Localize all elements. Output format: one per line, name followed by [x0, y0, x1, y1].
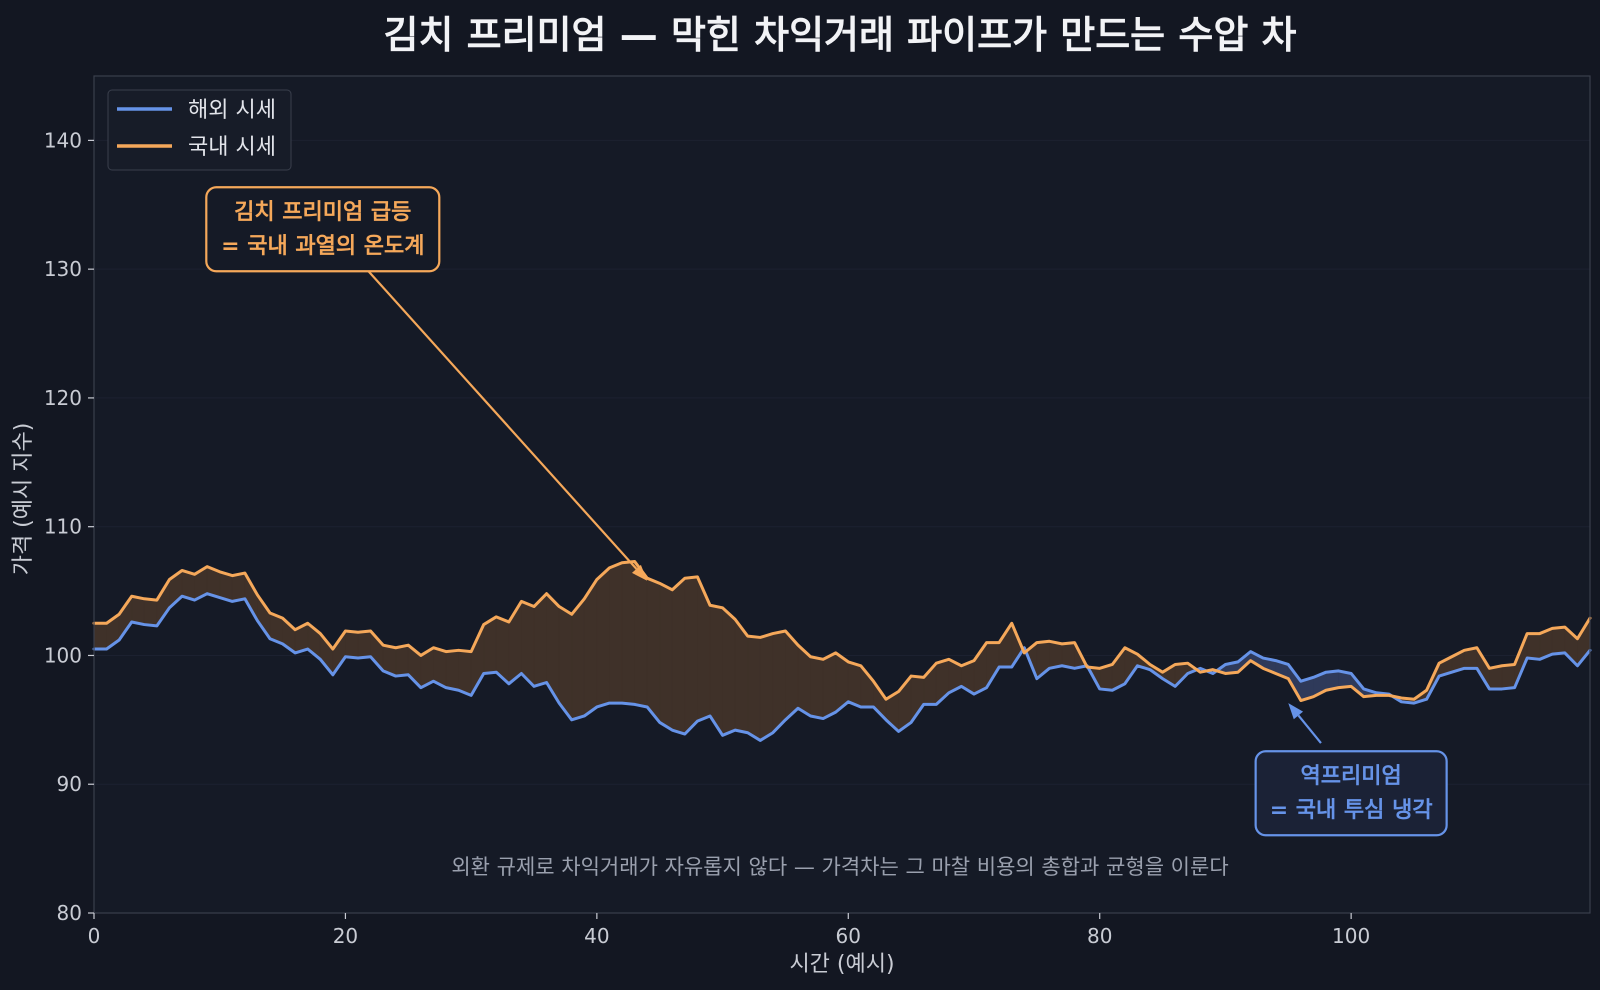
spread-fill: [1551, 626, 1566, 655]
spread-fill: [458, 649, 472, 696]
spread-fill: [231, 572, 246, 602]
annotation-discount-line-2: = 국내 투심 냉각: [1270, 798, 1433, 823]
annotation-discount-arrowhead: [1288, 703, 1304, 720]
spread-fill: [847, 661, 862, 708]
y-tick-label: 100: [44, 643, 82, 667]
annotation-premium-arrow: [363, 265, 638, 570]
y-tick-label: 130: [44, 257, 82, 281]
y-tick-label: 120: [44, 386, 82, 410]
chart-title: 김치 프리미엄 — 막힌 차익거래 파이프가 만드는 수압 차: [384, 13, 1297, 57]
spread-fill: [810, 656, 824, 719]
y-tick-label: 140: [44, 128, 82, 152]
x-tick-label: 0: [88, 924, 101, 948]
spread-fill: [131, 595, 145, 625]
spread-fill: [583, 578, 598, 717]
spread-fill: [734, 618, 749, 734]
spread-fill: [634, 560, 648, 708]
annotation-premium-arrowhead: [631, 564, 648, 581]
spread-fill: [671, 577, 686, 735]
spread-fill: [533, 592, 547, 687]
spread-fill: [1526, 633, 1541, 660]
spread-fill: [609, 562, 623, 704]
spread-fill: [722, 607, 736, 736]
spread-fill: [772, 630, 786, 734]
x-axis: 0 20 40 60 80 100: [88, 913, 1370, 948]
annotation-premium-line-1: 김치 프리미엄 급등: [234, 200, 411, 225]
spread-fill: [1501, 664, 1515, 690]
spread-fill: [822, 652, 837, 720]
x-tick-label: 100: [1332, 924, 1370, 948]
spread-fill: [558, 605, 573, 721]
spread-fill: [395, 644, 409, 677]
y-axis: 80 90 100 110 120 130 140: [44, 128, 94, 925]
spread-fill: [646, 577, 661, 724]
x-tick-label: 40: [584, 924, 609, 948]
annotation-premium-box: [205, 186, 441, 273]
spread-fill: [1061, 642, 1075, 669]
annotation-discount-line-1: 역프리미엄: [1301, 764, 1402, 789]
y-tick-label: 110: [44, 515, 82, 539]
legend-label-overseas: 해외 시세: [188, 98, 276, 123]
spread-fill: [659, 582, 673, 731]
spread-fill: [571, 597, 585, 721]
spread-fill: [684, 576, 698, 735]
spread-fill: [759, 633, 774, 741]
spread-fill: [143, 598, 158, 627]
x-tick-label: 20: [333, 924, 358, 948]
annotation-premium-line-2: = 국내 과열의 온도계: [221, 234, 424, 259]
x-tick-label: 60: [836, 924, 861, 948]
spread-fill: [445, 649, 459, 691]
y-tick-label: 80: [57, 901, 82, 925]
series-lines: [92, 559, 1592, 742]
spread-fill: [747, 635, 761, 741]
annotation-discount-arrow: [1297, 714, 1322, 744]
legend-label-domestic: 국내 시세: [188, 135, 276, 160]
x-tick-label: 80: [1087, 924, 1112, 948]
spread-fill: [621, 561, 635, 705]
spread-fill: [1049, 640, 1063, 669]
spread-fill: [596, 567, 610, 708]
spread-fill: [483, 616, 497, 674]
legend: 해외 시세 국내 시세: [107, 89, 292, 171]
spread-fill: [345, 630, 359, 659]
x-axis-label: 시간 (예시): [789, 952, 894, 977]
series-line-domestic: [92, 559, 1592, 703]
spread-fill: [709, 604, 723, 737]
y-tick-label: 90: [57, 772, 82, 796]
annotation-discount: 역프리미엄 = 국내 투심 냉각: [1254, 703, 1448, 837]
series-line-overseas: [92, 592, 1592, 742]
annotation-premium: 김치 프리미엄 급등 = 국내 과열의 온도계: [205, 186, 648, 581]
spread-fill: [357, 630, 371, 659]
spread-fill: [93, 622, 107, 650]
footnote: 외환 규제로 차익거래가 자유롭지 않다 — 가격차는 그 마찰 비용의 총합과…: [451, 855, 1228, 879]
y-axis-label: 가격 (예시 지수): [11, 423, 36, 576]
plot-frame: [93, 75, 1591, 914]
annotation-discount-box: [1254, 750, 1448, 837]
